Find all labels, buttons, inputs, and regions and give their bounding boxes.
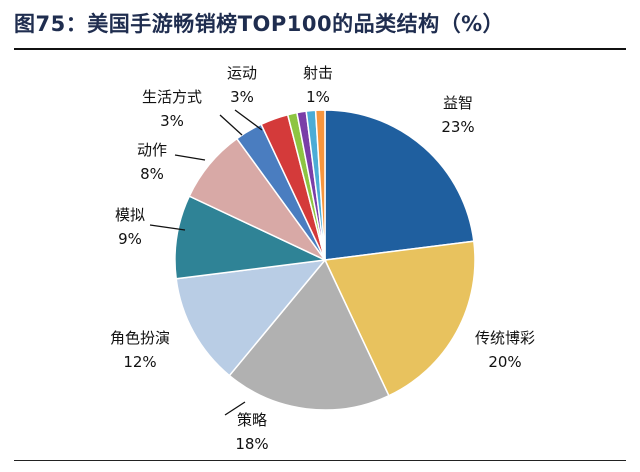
pie-slice-策略 bbox=[228, 258, 390, 411]
slice-name-label: 角色扮演 bbox=[110, 329, 170, 347]
pie-slice-传统博彩 bbox=[323, 240, 476, 397]
slice-value-label: 20% bbox=[488, 353, 521, 371]
slice-value-label: 3% bbox=[160, 112, 184, 130]
slice-value-label: 18% bbox=[235, 435, 268, 453]
pie-slice-射击 bbox=[314, 109, 326, 261]
chart-title: 图75：美国手游畅销榜TOP100的品类结构（%） bbox=[14, 12, 505, 36]
leader-line bbox=[149, 224, 186, 231]
slice-value-label: 8% bbox=[140, 165, 164, 183]
slice-name-label: 动作 bbox=[137, 141, 167, 159]
leader-line bbox=[219, 114, 243, 136]
leader-line bbox=[224, 401, 246, 416]
slice-value-label: 1% bbox=[306, 88, 330, 106]
slice-name-label: 运动 bbox=[227, 64, 257, 82]
pie-slice-模拟 bbox=[174, 195, 328, 280]
slice-name-label: 射击 bbox=[303, 64, 333, 82]
leader-line bbox=[234, 109, 263, 131]
slice-value-label: 3% bbox=[230, 88, 254, 106]
slice-name-label: 策略 bbox=[237, 411, 267, 429]
pie-slice-益智 bbox=[324, 109, 475, 261]
slice-value-label: 23% bbox=[441, 118, 474, 136]
slice-value-label: 12% bbox=[123, 353, 156, 371]
leader-line bbox=[174, 154, 206, 161]
slice-name-label: 模拟 bbox=[115, 206, 145, 224]
slice-name-label: 传统博彩 bbox=[475, 329, 535, 347]
slice-name-label: 益智 bbox=[443, 94, 473, 112]
slice-name-label: 生活方式 bbox=[142, 88, 202, 106]
slice-value-label: 9% bbox=[118, 230, 142, 248]
title-divider bbox=[14, 48, 626, 50]
bottom-divider bbox=[14, 460, 626, 461]
pie-slice-角色扮演 bbox=[175, 259, 327, 377]
